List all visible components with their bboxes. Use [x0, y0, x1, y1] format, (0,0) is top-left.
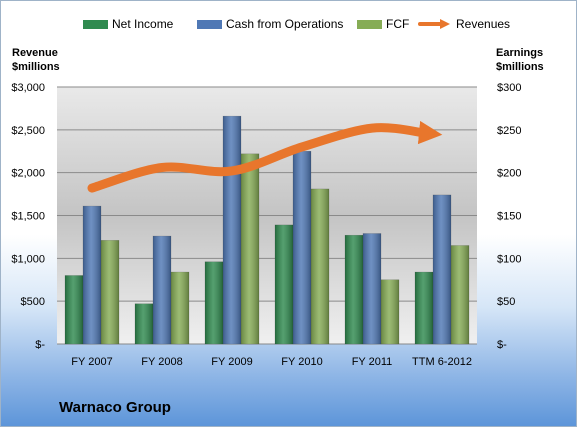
category-label: FY 2009 — [211, 356, 252, 368]
right-axis-title-line2: $millions — [496, 61, 544, 73]
bar-fcf — [240, 153, 260, 345]
legend-label: Revenues — [456, 17, 511, 31]
bar-net-income — [274, 224, 294, 345]
right-tick-label: $100 — [497, 253, 521, 265]
right-axis-ticks: $- $50 $100 $150 $200 $250 $300 — [497, 82, 521, 351]
left-tick-label: $3,000 — [11, 82, 45, 94]
left-tick-label: $2,500 — [11, 125, 45, 137]
left-tick-label: $500 — [21, 296, 45, 308]
right-tick-label: $200 — [497, 168, 521, 180]
bar-fcf — [450, 245, 470, 345]
bar-fcf — [100, 240, 120, 345]
bars — [64, 115, 470, 345]
category-label: FY 2011 — [352, 356, 393, 368]
category-labels: FY 2007 FY 2008 FY 2009 FY 2010 FY 2011 TTM 6… — [71, 356, 472, 368]
legend-item-revenues: Revenues — [418, 17, 510, 31]
bar-fcf — [380, 279, 400, 345]
left-axis-title: Revenue $millions — [12, 46, 60, 74]
right-tick-label: $50 — [497, 296, 515, 308]
left-axis-ticks: $- $500 $1,000 $1,500 $2,000 $2,500 $3,000 — [11, 82, 45, 351]
left-axis-title-line1: Revenue — [12, 47, 58, 59]
legend-item-fcf: FCF — [357, 17, 409, 31]
bar-fcf — [310, 188, 330, 345]
net-income-swatch — [83, 19, 108, 29]
revenue-arrow-icon — [418, 19, 450, 29]
legend-label: FCF — [386, 17, 410, 31]
legend-item-net-income: Net Income — [83, 17, 173, 31]
left-tick-label: $1,500 — [11, 211, 45, 223]
right-axis-title: Earnings $millions — [496, 46, 544, 74]
bar-net-income — [414, 271, 434, 345]
left-axis-title-line2: $millions — [12, 61, 60, 73]
bar-cash-from-operations — [432, 194, 452, 345]
right-tick-label: $- — [497, 339, 507, 351]
cash-ops-swatch — [197, 19, 222, 29]
category-label: FY 2010 — [281, 356, 322, 368]
legend-item-cash-from-operations: Cash from Operations — [197, 17, 343, 31]
fcf-swatch — [357, 19, 382, 29]
bar-cash-from-operations — [292, 151, 312, 345]
right-tick-label: $250 — [497, 125, 521, 137]
bar-net-income — [344, 234, 364, 345]
bar-fcf — [170, 271, 190, 345]
chart-title: Warnaco Group — [59, 399, 171, 416]
legend-label: Cash from Operations — [226, 17, 344, 31]
legend-label: Net Income — [112, 17, 174, 31]
revenue-series-line — [87, 120, 443, 193]
category-label: FY 2007 — [71, 356, 112, 368]
bar-cash-from-operations — [82, 205, 102, 345]
right-axis-title-line1: Earnings — [496, 47, 544, 59]
category-label: TTM 6-2012 — [412, 356, 472, 368]
bar-cash-from-operations — [152, 235, 172, 345]
bar-cash-from-operations — [222, 115, 242, 345]
bar-net-income — [204, 261, 224, 345]
right-tick-label: $150 — [497, 211, 521, 223]
category-label: FY 2008 — [141, 356, 182, 368]
left-tick-label: $2,000 — [11, 168, 45, 180]
left-tick-label: $1,000 — [11, 253, 45, 265]
bar-net-income — [64, 275, 84, 345]
bar-cash-from-operations — [362, 233, 382, 345]
bar-net-income — [134, 303, 154, 345]
left-tick-label: $- — [35, 339, 45, 351]
right-tick-label: $300 — [497, 82, 521, 94]
revenue-line — [87, 120, 443, 193]
